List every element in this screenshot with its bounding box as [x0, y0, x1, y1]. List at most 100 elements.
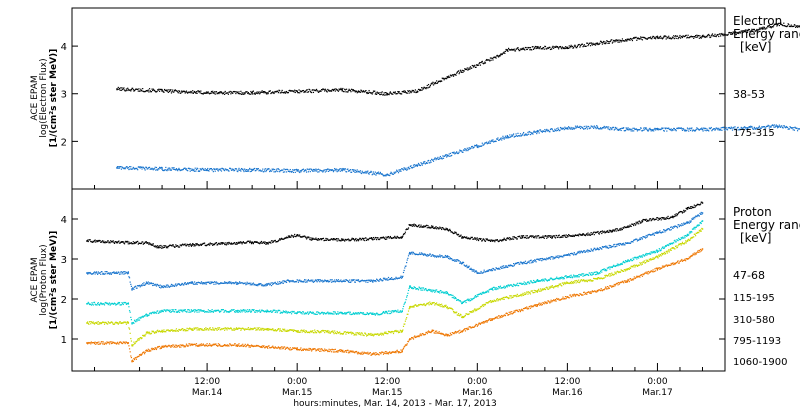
scatter-point: [294, 91, 296, 94]
scatter-point: [140, 242, 143, 244]
scatter-point: [232, 282, 234, 284]
scatter-point: [234, 311, 236, 313]
scatter-point: [342, 167, 344, 170]
scatter-point: [524, 237, 527, 239]
scatter-point: [207, 91, 209, 93]
scatter-point: [142, 243, 144, 245]
scatter-point: [501, 267, 503, 269]
scatter-point: [487, 239, 489, 241]
scatter-point: [746, 128, 749, 130]
scatter-point: [525, 262, 527, 265]
scatter-point: [770, 27, 772, 29]
scatter-point: [269, 284, 271, 286]
scatter-point: [454, 73, 456, 75]
scatter-point: [322, 238, 324, 240]
scatter-point: [384, 310, 386, 313]
scatter-point: [372, 281, 374, 283]
scatter-point: [125, 240, 128, 243]
scatter-point: [206, 169, 208, 172]
scatter-point: [234, 311, 236, 313]
scatter-point: [405, 167, 407, 169]
scatter-point: [498, 139, 500, 141]
scatter-point: [725, 126, 727, 129]
scatter-point: [292, 169, 294, 171]
scatter-point: [599, 127, 602, 129]
scatter-point: [457, 260, 460, 262]
scatter-point: [434, 83, 436, 85]
scatter-point: [455, 152, 457, 154]
scatter-point: [187, 309, 189, 311]
scatter-point: [321, 311, 323, 313]
scatter-point: [150, 91, 152, 93]
scatter-point: [151, 167, 153, 169]
scatter-point: [432, 160, 435, 162]
scatter-point: [693, 37, 695, 39]
scatter-point: [134, 242, 136, 244]
scatter-point: [501, 240, 503, 242]
scatter-point: [315, 168, 317, 170]
scatter-point: [193, 91, 195, 93]
scatter-point: [138, 317, 140, 319]
scatter-point: [255, 284, 258, 287]
scatter-point: [300, 236, 303, 238]
scatter-point: [289, 171, 291, 173]
scatter-point: [671, 128, 674, 131]
scatter-point: [683, 211, 685, 213]
scatter-point: [183, 310, 186, 312]
scatter-point: [168, 90, 171, 93]
scatter-point: [99, 272, 101, 274]
scatter-point: [730, 127, 732, 130]
scatter-point: [554, 256, 556, 259]
scatter-point: [403, 90, 405, 92]
scatter-point: [392, 237, 394, 239]
scatter-point: [596, 124, 598, 127]
scatter-point: [478, 272, 480, 274]
scatter-point: [552, 130, 554, 132]
scatter-point: [728, 127, 730, 129]
scatter-point: [694, 36, 696, 38]
scatter-point: [130, 319, 133, 321]
scatter-point: [447, 155, 449, 157]
scatter-point: [165, 89, 167, 91]
scatter-point: [185, 245, 188, 247]
scatter-point: [330, 313, 332, 315]
scatter-point: [306, 281, 308, 283]
scatter-point: [113, 241, 115, 244]
scatter-point: [92, 273, 94, 275]
scatter-point: [613, 230, 615, 232]
scatter-point: [778, 124, 781, 126]
scatter-point: [269, 283, 271, 286]
scatter-point: [634, 128, 636, 131]
scatter-point: [234, 91, 236, 93]
scatter-point: [302, 281, 304, 283]
scatter-point: [533, 47, 535, 49]
scatter-point: [545, 235, 547, 237]
scatter-point: [668, 128, 670, 130]
scatter-point: [124, 272, 126, 275]
scatter-point: [661, 128, 664, 130]
scatter-point: [327, 238, 329, 240]
scatter-point: [750, 126, 752, 128]
scatter-point: [353, 169, 355, 171]
scatter-point: [668, 37, 670, 40]
scatter-point: [344, 313, 346, 315]
scatter-point: [328, 312, 330, 314]
scatter-point: [339, 89, 341, 91]
scatter-point: [378, 314, 380, 316]
scatter-point: [517, 132, 519, 134]
scatter-point: [442, 227, 444, 229]
scatter-point: [137, 88, 139, 91]
scatter-point: [436, 227, 438, 229]
scatter-point: [100, 241, 102, 243]
scatter-point: [352, 312, 355, 314]
scatter-point: [212, 244, 214, 246]
scatter-point: [155, 91, 157, 93]
scatter-point: [193, 170, 196, 172]
scatter-point: [437, 226, 439, 229]
scatter-point: [584, 127, 587, 129]
scatter-point: [345, 279, 348, 281]
scatter-point: [125, 271, 127, 273]
scatter-point: [222, 282, 224, 285]
scatter-point: [627, 242, 629, 244]
scatter-point: [244, 311, 246, 313]
